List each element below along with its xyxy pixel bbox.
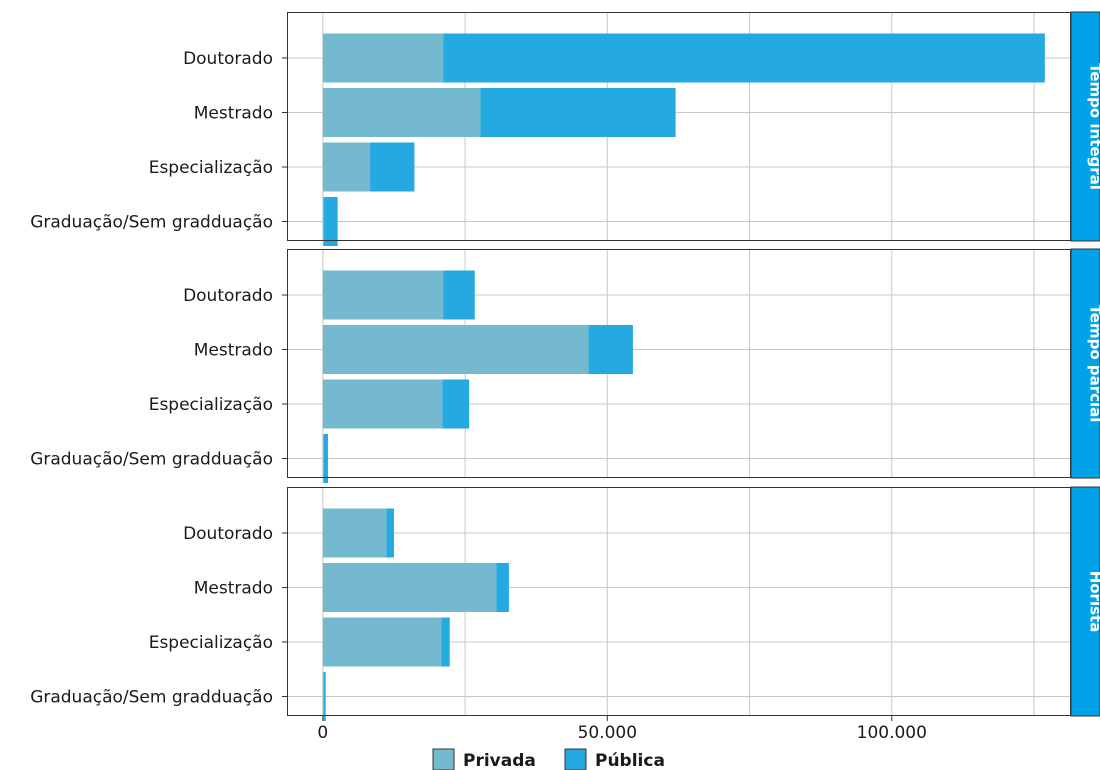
bar-publica (441, 617, 450, 667)
bar-privada (322, 672, 324, 721)
category-label: Doutorado (183, 524, 273, 544)
bar-privada (322, 270, 444, 320)
category-label: Doutorado (183, 49, 273, 69)
bar-publica (323, 197, 338, 246)
legend-label: Pública (595, 751, 665, 770)
bar-publica (496, 563, 509, 612)
bar-publica (443, 33, 1045, 83)
facet-strip-label: Horista (1087, 571, 1100, 633)
bar-privada (322, 142, 371, 192)
x-tick-label: 0 (317, 723, 328, 743)
bar-publica (442, 379, 470, 429)
bar-privada (322, 197, 324, 246)
category-label: Especialização (149, 633, 273, 653)
facet-strip-label: Tempo parcial (1087, 305, 1100, 423)
bar-publica (480, 88, 676, 137)
category-label: Mestrado (194, 579, 273, 599)
legend-item-privada: Privada (432, 748, 536, 770)
category-label: Especialização (149, 395, 273, 415)
bar-privada (322, 434, 324, 483)
panel-2: Doutorado Mestrado Especialização Graduação… (30, 486, 1100, 721)
bar-privada (322, 325, 589, 374)
chart-panels: Doutorado Mestrado Especialização Graduação… (30, 11, 1100, 721)
bar-publica (588, 325, 633, 374)
legend-swatch (564, 748, 587, 770)
panel-0: Doutorado Mestrado Especialização Graduação… (30, 11, 1100, 246)
x-tick-label: 50.000 (578, 723, 637, 743)
category-label: Graduação/Sem gradduação (30, 450, 273, 470)
bar-privada (322, 563, 497, 612)
bar-privada (322, 617, 442, 667)
bar-publica (323, 434, 328, 483)
legend-swatch (432, 748, 455, 770)
bar-publica (370, 142, 415, 192)
x-tick-label: 100.000 (857, 723, 927, 743)
category-label: Doutorado (183, 286, 273, 306)
legend: Privada Pública (432, 748, 665, 770)
x-axis: 0 50.000 100.000 (317, 716, 927, 743)
legend-item-publica: Pública (564, 748, 665, 770)
bar-privada (322, 379, 443, 429)
facet-strip (1070, 11, 1100, 242)
category-label: Graduação/Sem gradduação (30, 213, 273, 233)
panel-1: Doutorado Mestrado Especialização Graduação… (30, 248, 1100, 483)
bar-privada (322, 33, 444, 83)
bar-publica (443, 270, 475, 320)
category-label: Especialização (149, 158, 273, 178)
bar-publica (323, 672, 326, 721)
facet-strip (1070, 248, 1100, 479)
category-label: Graduação/Sem gradduação (30, 688, 273, 708)
bar-privada (322, 508, 387, 558)
bar-publica (386, 508, 394, 558)
category-label: Mestrado (194, 341, 273, 361)
facet-strip (1070, 486, 1100, 717)
facet-strip-label: Tempo integral (1087, 63, 1100, 190)
bar-privada (322, 88, 481, 137)
legend-label: Privada (463, 751, 536, 770)
category-label: Mestrado (194, 104, 273, 124)
